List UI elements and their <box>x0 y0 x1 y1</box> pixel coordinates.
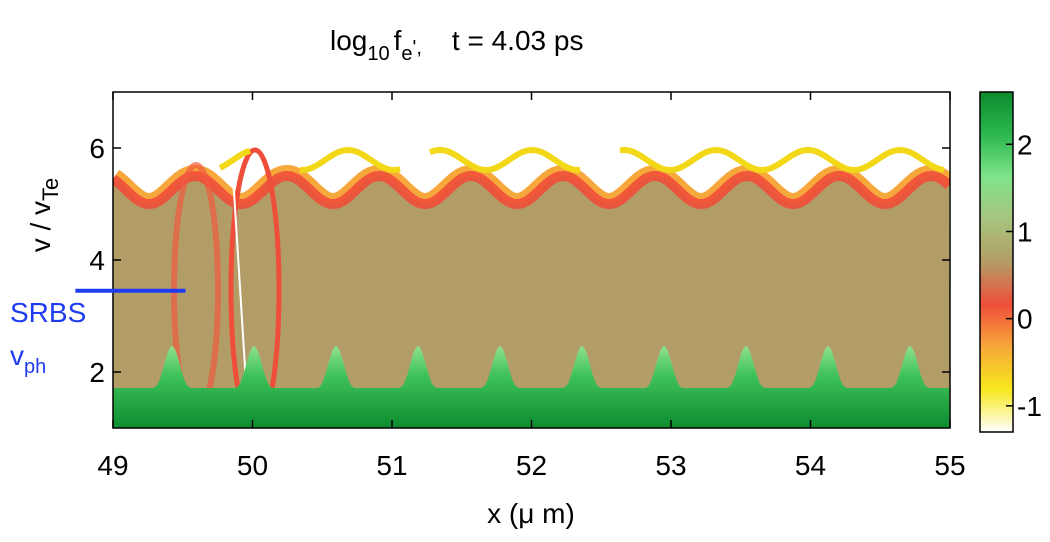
colorbar <box>979 91 1014 433</box>
y-tick-label: 2 <box>89 357 105 388</box>
annotation-label: SRBS <box>10 297 86 328</box>
x-tick-label: 51 <box>376 450 407 481</box>
x-tick-label: 53 <box>655 450 686 481</box>
x-axis-label: x (μ m) <box>487 498 575 529</box>
y-axis-label: v / vTe <box>25 178 63 253</box>
x-tick-label: 52 <box>516 450 547 481</box>
tail-wisp <box>218 147 251 171</box>
tail-wisp <box>429 146 581 174</box>
x-tick-label: 49 <box>97 450 128 481</box>
phase-space-field <box>113 92 950 428</box>
colorbar-tick-label: -1 <box>1017 391 1042 422</box>
x-tick-label: 54 <box>795 450 826 481</box>
x-tick-label: 55 <box>934 450 965 481</box>
colorbar-tick-label: 1 <box>1017 216 1033 247</box>
red-edge <box>113 170 950 210</box>
trapped-region <box>113 346 950 428</box>
annotation-symbol: vph <box>10 340 46 378</box>
title-part: log <box>330 25 367 56</box>
annotation-symbol-main: v <box>10 340 24 371</box>
tail-wisp <box>299 146 401 174</box>
title-part: ', <box>413 37 422 59</box>
colorbar-tick-label: 2 <box>1017 129 1033 160</box>
y-tick-label: 4 <box>89 245 105 276</box>
title-part: e <box>401 43 412 65</box>
tail-wisp <box>619 146 945 174</box>
annotation-symbol-sub: ph <box>24 356 46 378</box>
title-part: t = 4.03 ps <box>452 25 584 56</box>
ylabel-part: Te <box>38 178 63 201</box>
y-tick-label: 6 <box>89 133 105 164</box>
title-part: f <box>394 25 402 56</box>
x-tick-label: 50 <box>237 450 268 481</box>
vortex <box>228 147 282 428</box>
chart-title: log10 fe', t = 4.03 ps <box>330 25 583 65</box>
colorbar-tick-label: 0 <box>1017 304 1033 335</box>
title-part: 10 <box>367 43 389 65</box>
ylabel-part: v / v <box>25 201 56 252</box>
